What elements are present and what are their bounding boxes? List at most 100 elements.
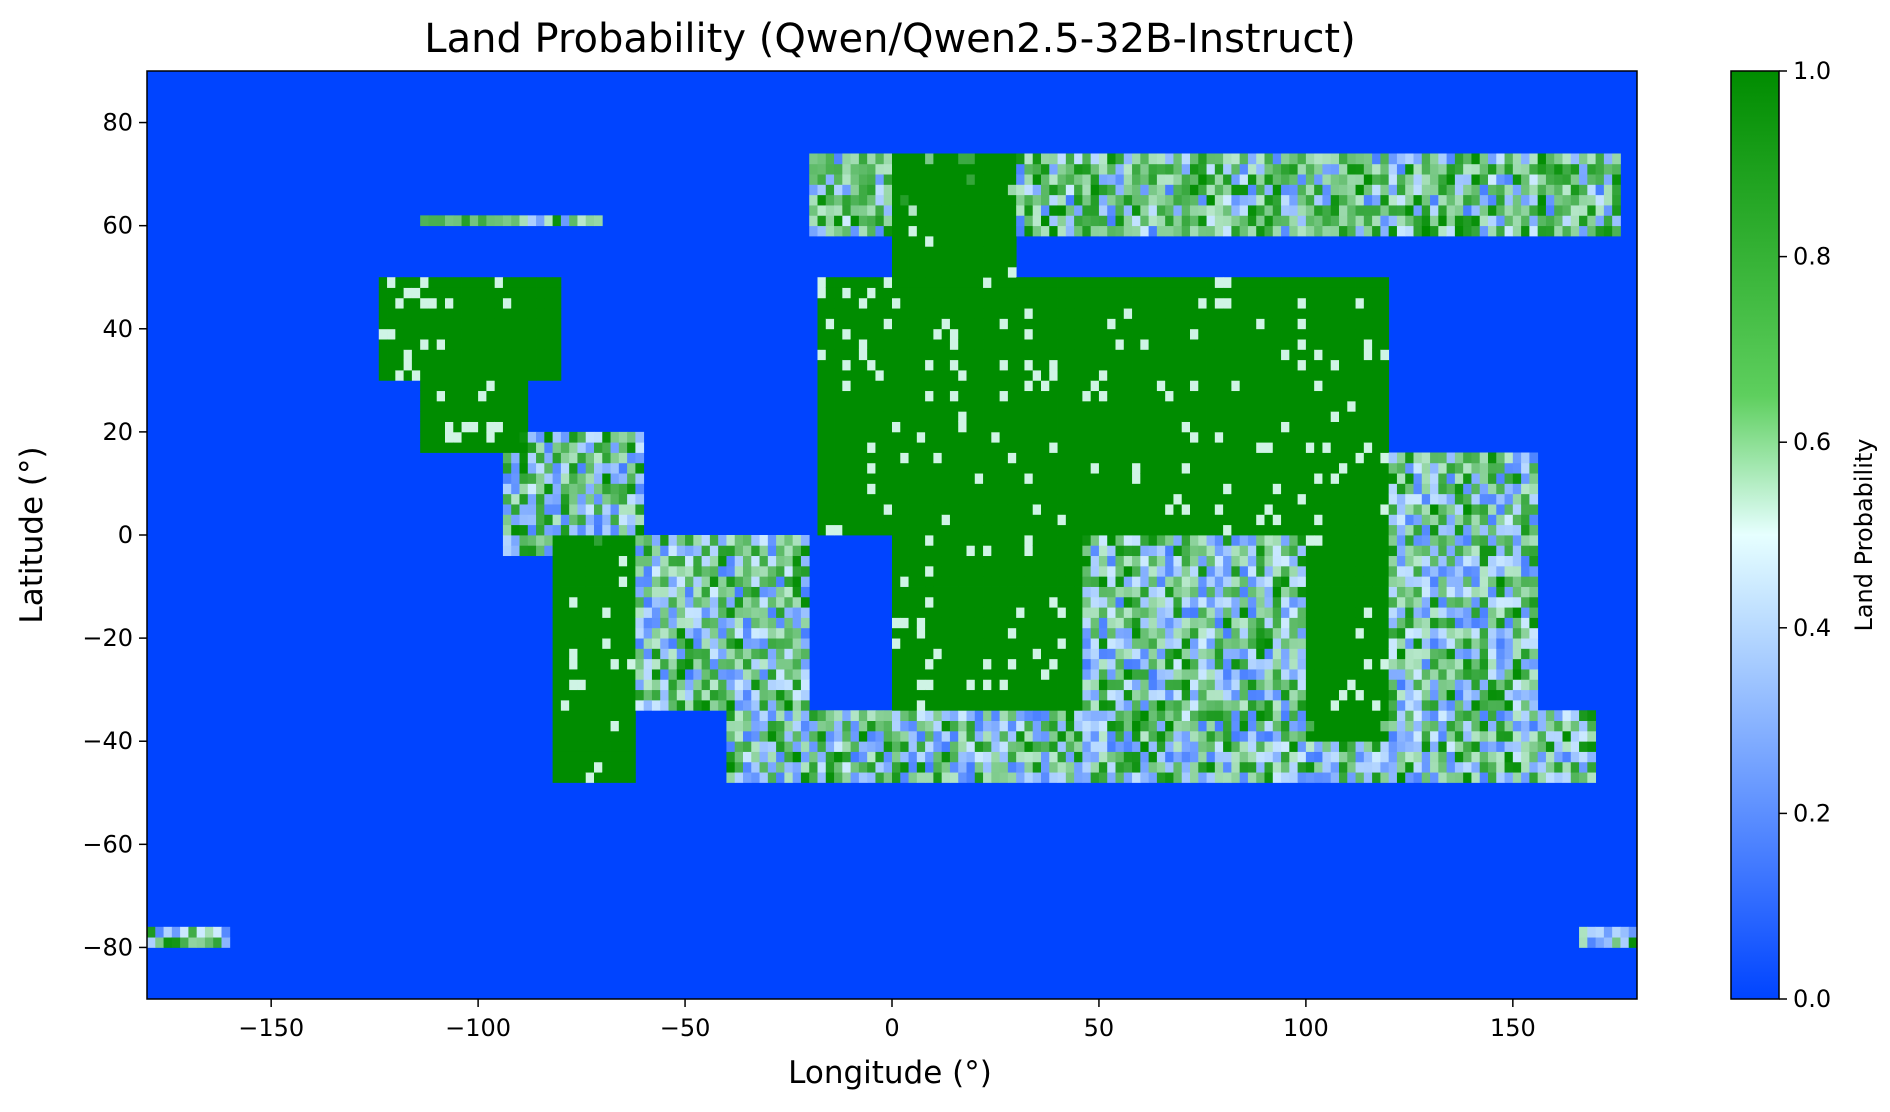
heat-cell xyxy=(1256,617,1265,629)
heat-cell xyxy=(834,421,843,433)
heat-cell xyxy=(502,297,512,309)
heat-cell xyxy=(1239,504,1249,515)
heat-cell xyxy=(1322,493,1332,505)
heat-cell xyxy=(1041,163,1050,175)
heat-cell xyxy=(1107,318,1116,330)
heat-cell xyxy=(420,380,429,392)
heat-cell xyxy=(1264,349,1274,361)
heat-cell xyxy=(966,710,976,721)
heat-cell xyxy=(1305,493,1315,505)
heat-cell xyxy=(502,493,512,505)
heat-cell xyxy=(527,462,537,474)
heat-cell xyxy=(1165,400,1174,412)
heat-cell xyxy=(983,638,992,649)
heat-cell xyxy=(1065,287,1075,299)
heat-cell xyxy=(933,225,943,237)
heat-cell xyxy=(1339,277,1348,288)
heat-cell xyxy=(867,524,876,536)
heat-cell xyxy=(1322,452,1332,464)
heat-cell xyxy=(1098,699,1108,711)
heat-cell xyxy=(1256,669,1265,680)
heat-cell xyxy=(1024,452,1034,464)
heat-cell xyxy=(1355,225,1365,237)
heat-cell xyxy=(1148,555,1158,567)
heat-cell xyxy=(1090,565,1100,577)
heat-cell xyxy=(1314,596,1323,608)
heat-cell xyxy=(908,380,918,392)
heat-cell xyxy=(941,493,951,505)
heat-cell xyxy=(453,380,462,392)
heat-cell xyxy=(1339,514,1348,526)
heat-cell xyxy=(916,627,926,639)
heat-cell xyxy=(1256,473,1265,484)
heat-cell xyxy=(1007,452,1017,464)
heat-cell xyxy=(1289,184,1299,196)
heat-cell xyxy=(1339,339,1348,350)
heat-cell xyxy=(1231,287,1241,299)
heat-cell xyxy=(1190,555,1199,567)
heat-cell xyxy=(900,596,909,608)
heat-cell xyxy=(1074,421,1083,433)
heat-cell xyxy=(1355,308,1365,319)
heat-cell xyxy=(1107,751,1116,763)
heat-cell xyxy=(536,370,545,381)
heat-cell xyxy=(1314,442,1323,453)
heat-cell xyxy=(1198,194,1207,206)
heat-cell xyxy=(1272,380,1282,392)
heat-cell xyxy=(519,308,529,319)
heat-cell xyxy=(453,390,462,402)
heat-cell xyxy=(974,772,984,783)
heat-cell xyxy=(1074,761,1083,773)
heat-cell xyxy=(585,730,595,742)
heat-cell xyxy=(776,565,785,577)
heat-cell xyxy=(1132,586,1141,598)
heat-cell xyxy=(1264,586,1274,598)
heat-cell xyxy=(1024,184,1034,196)
heat-cell xyxy=(1256,596,1265,608)
heat-cell xyxy=(569,586,578,598)
heat-cell xyxy=(1264,648,1274,660)
heat-cell xyxy=(1363,545,1373,557)
heat-cell xyxy=(908,504,918,515)
heat-cell xyxy=(751,555,760,567)
heat-cell xyxy=(594,524,603,536)
heat-cell xyxy=(1247,710,1257,721)
heat-cell xyxy=(1190,730,1199,742)
heat-cell xyxy=(469,318,479,330)
heat-cell xyxy=(941,669,951,680)
heat-cell xyxy=(585,761,595,773)
heat-cell xyxy=(478,277,487,288)
heat-cell xyxy=(1363,730,1373,742)
heat-cell xyxy=(1148,514,1158,526)
heat-cell xyxy=(759,607,769,618)
heat-cell xyxy=(958,741,967,752)
heat-cell xyxy=(627,452,636,464)
heat-cell xyxy=(594,679,603,691)
heat-cell xyxy=(1190,194,1199,206)
heat-cell xyxy=(1347,359,1356,371)
heat-cell xyxy=(577,462,587,474)
heat-cell xyxy=(966,297,976,309)
heat-cell xyxy=(577,442,587,453)
heat-cell xyxy=(1041,617,1050,629)
heat-cell xyxy=(585,710,595,721)
heat-cell xyxy=(1140,648,1150,660)
heat-cell xyxy=(1305,390,1315,402)
heat-cell xyxy=(635,442,645,453)
heat-cell xyxy=(1123,184,1133,196)
heat-cell xyxy=(983,772,992,783)
heat-cell xyxy=(1363,565,1373,577)
heat-cell xyxy=(842,761,852,773)
heat-cell xyxy=(999,607,1009,618)
heat-cell xyxy=(726,720,736,732)
heat-cell xyxy=(1363,411,1373,422)
heat-cell xyxy=(1289,565,1299,577)
heat-cell xyxy=(842,720,852,732)
heat-cell xyxy=(1289,400,1299,412)
heat-cell xyxy=(1322,318,1332,330)
heat-cell xyxy=(552,772,562,783)
heat-cell xyxy=(1074,163,1083,175)
heat-cell xyxy=(743,576,752,587)
heat-cell xyxy=(1181,184,1191,196)
heat-cell xyxy=(1281,720,1290,732)
